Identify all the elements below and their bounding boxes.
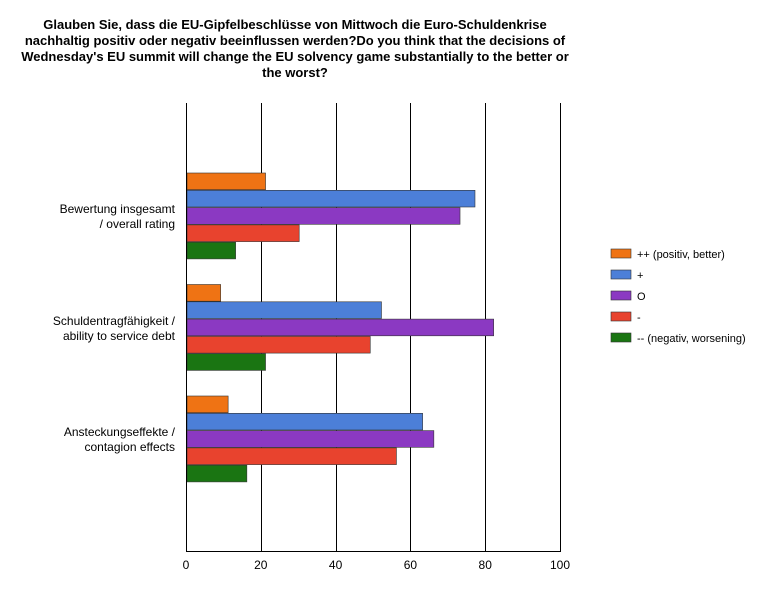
bar — [186, 207, 461, 225]
axes: 0 20 40 60 80 100 — [183, 103, 570, 572]
bar — [186, 447, 397, 465]
legend-label: O — [637, 291, 646, 303]
chart-title: Glauben Sie, dass die EU-Gipfelbeschlüss… — [21, 17, 569, 80]
x-tick-label: 20 — [254, 558, 268, 572]
bar — [186, 301, 382, 319]
bar — [186, 172, 266, 191]
bar — [186, 430, 435, 448]
bar — [186, 395, 229, 414]
x-tick-label: 0 — [183, 558, 190, 572]
category-label: Bewertung insgesamt / overall rating — [60, 202, 176, 231]
bar — [186, 353, 266, 371]
x-tick-label: 80 — [479, 558, 493, 572]
legend-label: - — [637, 312, 641, 324]
bar — [186, 224, 300, 242]
bar — [186, 464, 248, 483]
legend-swatch — [610, 332, 632, 343]
legend-label: + — [637, 270, 643, 282]
category-label: Ansteckungseffekte / contagion effects — [64, 425, 176, 454]
legend-swatch — [610, 269, 632, 280]
legend-swatch — [610, 248, 632, 259]
legend-swatch — [610, 290, 632, 301]
x-tick-label: 100 — [550, 558, 570, 572]
x-tick-label: 40 — [329, 558, 343, 572]
legend-label: -- (negativ, worsening) — [637, 333, 746, 345]
legend[interactable]: ++ (positiv, better) + O - -- (negativ, wors… — [610, 248, 746, 345]
category-labels: Bewertung insgesamt / overall rating Schul… — [53, 202, 176, 454]
x-tick-label: 60 — [404, 558, 418, 572]
bar — [186, 284, 221, 302]
bar — [186, 412, 423, 431]
bar — [186, 190, 476, 208]
legend-swatch — [610, 311, 632, 322]
bar — [186, 241, 236, 260]
category-label: Schuldentragfähigkeit / ability to servic… — [53, 314, 176, 343]
bar — [186, 318, 494, 337]
bars — [186, 172, 494, 483]
bar — [186, 336, 371, 354]
legend-label: ++ (positiv, better) — [637, 249, 725, 261]
